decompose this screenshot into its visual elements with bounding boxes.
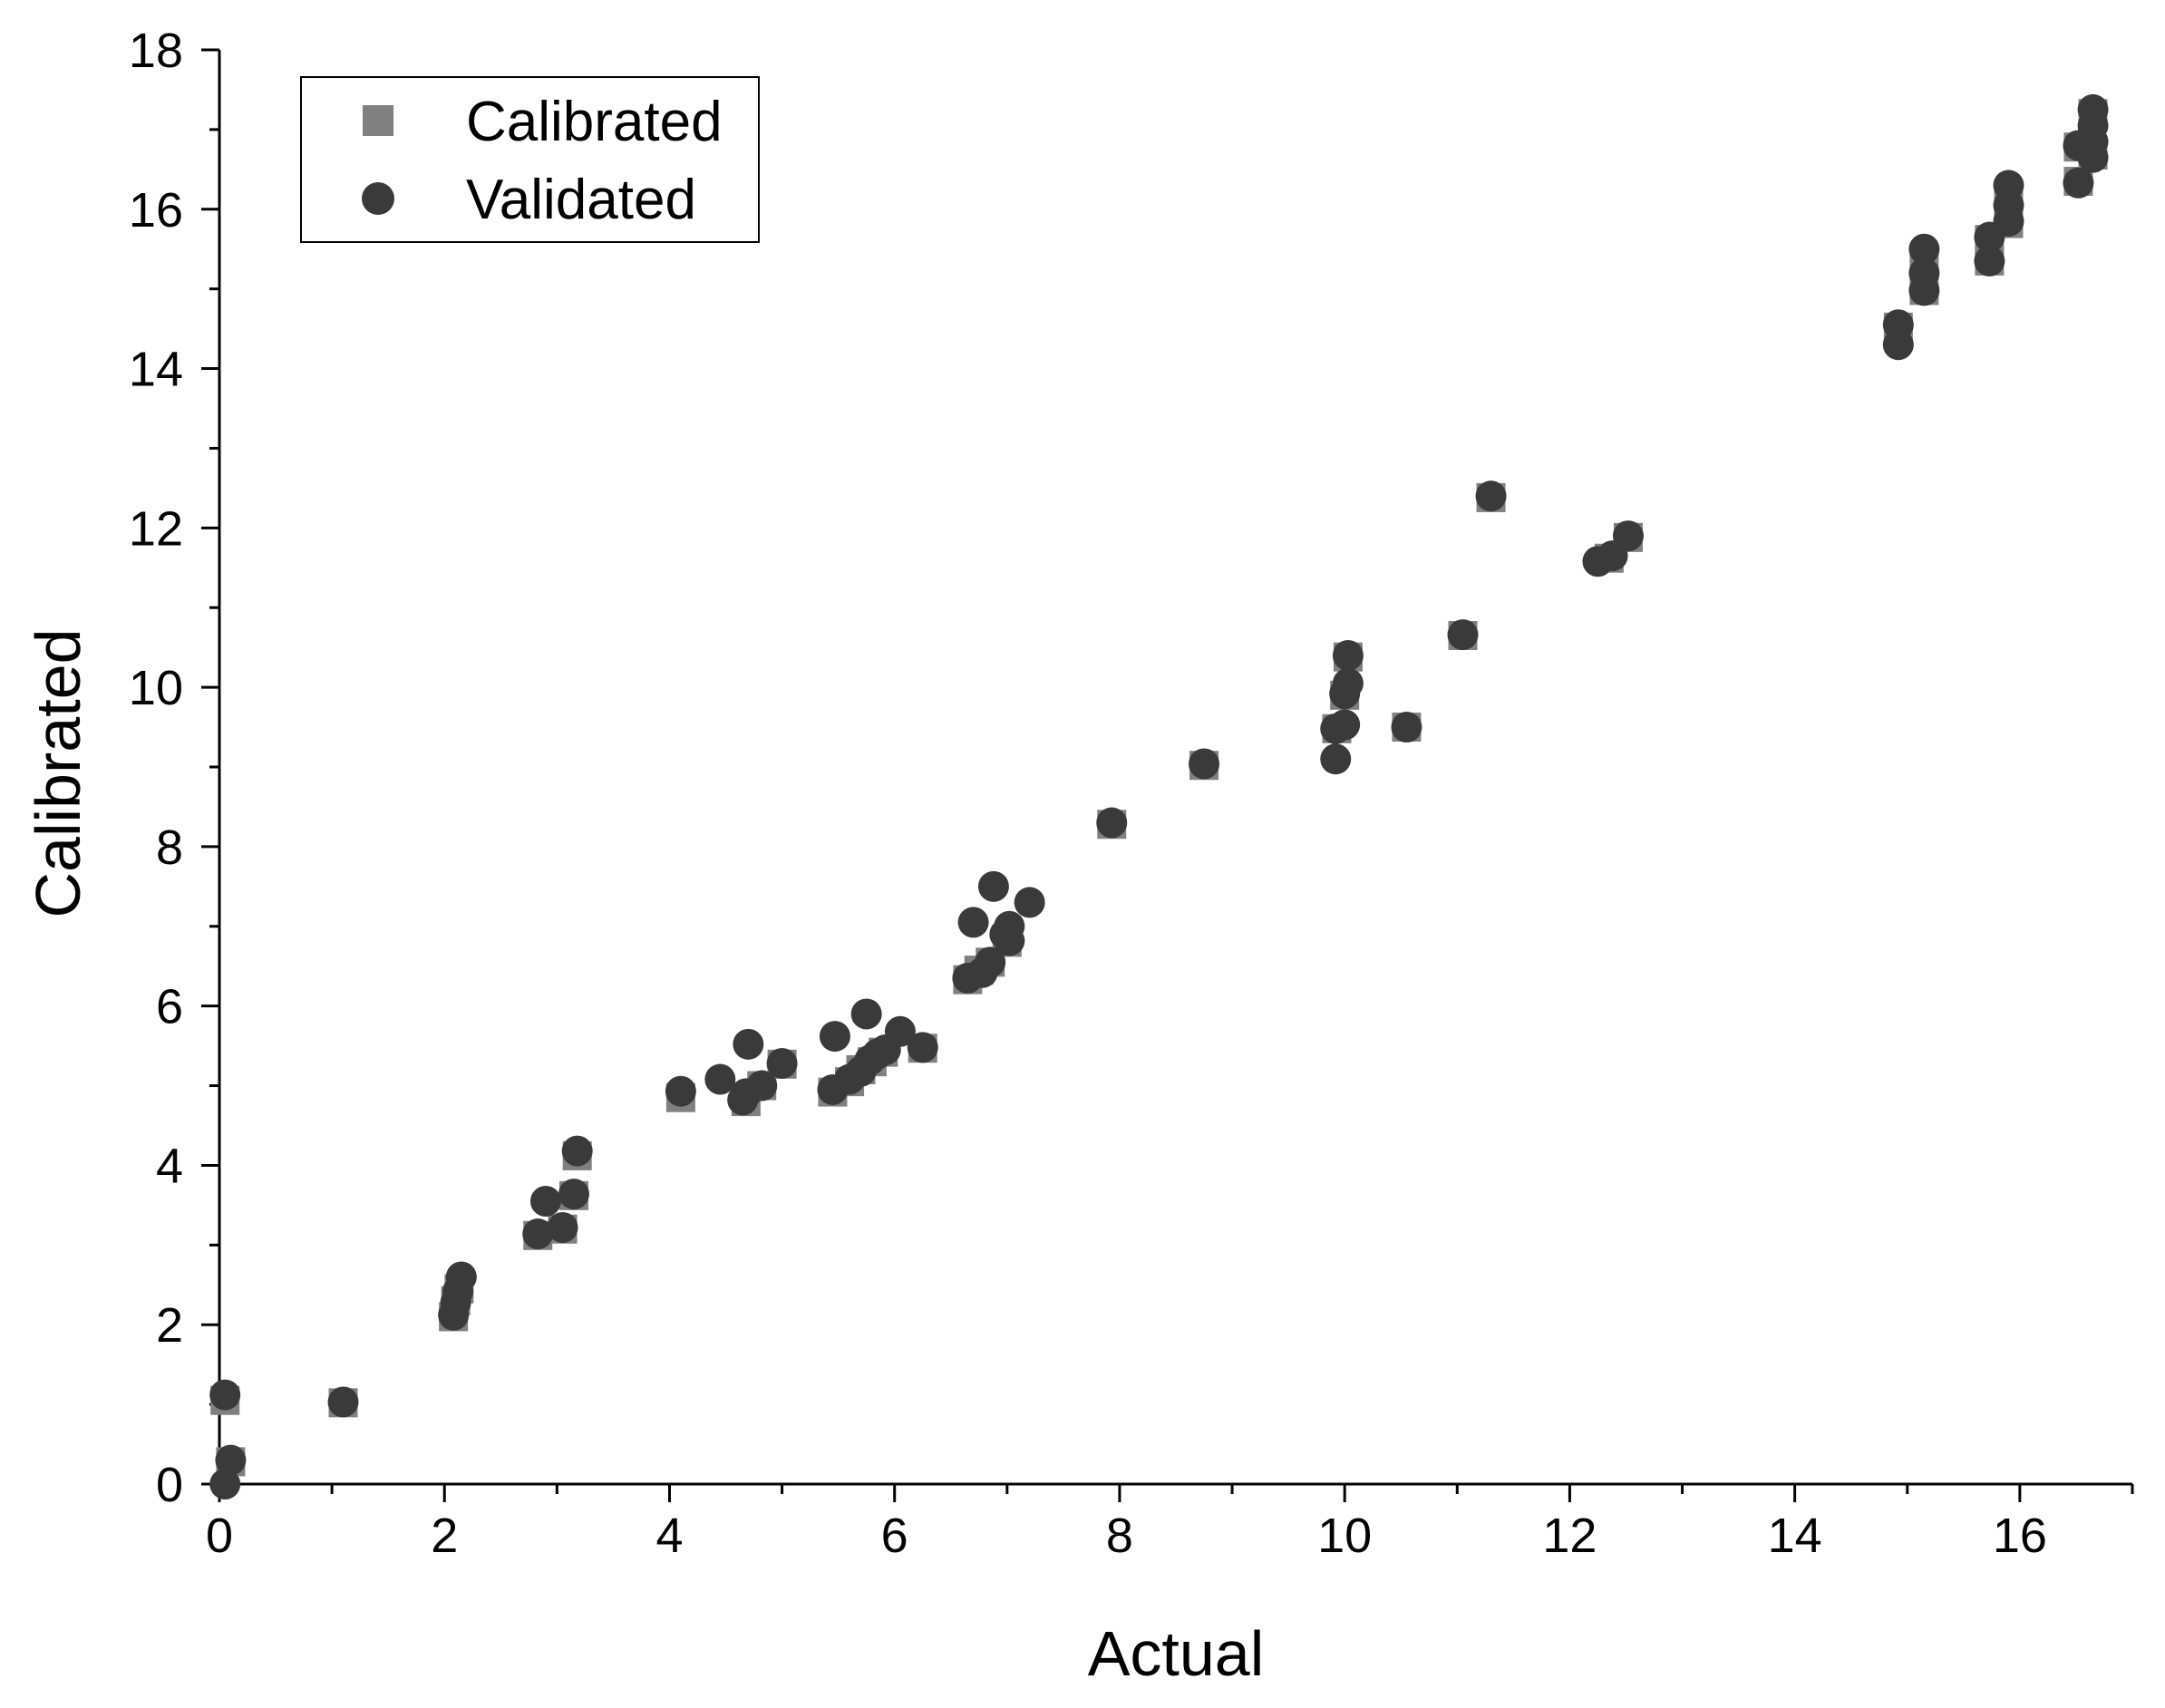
data-point-validated <box>1391 712 1422 743</box>
data-point-validated <box>819 1021 850 1053</box>
data-point-validated <box>704 1063 736 1095</box>
data-point-validated <box>733 1028 764 1060</box>
data-point-validated <box>766 1047 798 1079</box>
x-tick-label: 8 <box>1106 1509 1133 1563</box>
data-points <box>209 93 2109 1499</box>
data-point-validated <box>1332 667 1364 699</box>
data-point-validated <box>529 1185 561 1217</box>
data-point-validated <box>522 1218 554 1250</box>
data-point-validated <box>1612 520 1644 552</box>
data-point-validated <box>547 1211 578 1243</box>
data-point-validated <box>1096 807 1128 839</box>
data-point-validated <box>1447 619 1479 651</box>
data-point-validated <box>1189 748 1220 780</box>
data-point-validated <box>850 998 882 1030</box>
data-point-validated <box>1993 170 2024 201</box>
data-point-validated <box>215 1444 247 1476</box>
y-tick-label: 6 <box>156 980 183 1034</box>
data-point-validated <box>2077 93 2109 125</box>
legend-label-calibrated: Calibrated <box>466 91 723 153</box>
y-tick-label: 16 <box>129 183 183 238</box>
x-tick-label: 14 <box>1768 1509 1822 1563</box>
data-point-validated <box>665 1075 696 1107</box>
data-point-validated <box>561 1135 593 1167</box>
x-tick-label: 6 <box>881 1509 908 1563</box>
data-point-validated <box>994 925 1025 956</box>
series-validated <box>209 93 2109 1499</box>
data-point-validated <box>209 1379 241 1411</box>
data-point-validated <box>1974 245 2005 277</box>
data-point-validated <box>884 1015 916 1047</box>
y-tick-label: 10 <box>129 661 183 715</box>
data-point-validated <box>1908 233 1940 265</box>
data-point-validated <box>327 1386 359 1418</box>
axes: 0 2 4 6 8 10 12 14 16 0 2 4 6 8 10 12 14 16 18 <box>129 24 2134 1563</box>
x-tick-label: 4 <box>655 1509 683 1563</box>
y-tick-label: 2 <box>156 1298 183 1353</box>
data-point-validated <box>558 1179 589 1210</box>
data-point-validated <box>907 1032 938 1063</box>
y-tick-label: 4 <box>156 1139 183 1193</box>
data-point-validated <box>209 1469 241 1499</box>
data-point-validated <box>975 946 1006 978</box>
x-tick-label: 12 <box>1542 1509 1597 1563</box>
y-axis-title: Calibrated <box>23 628 93 917</box>
x-tick-label: 0 <box>206 1509 233 1563</box>
x-tick-label: 16 <box>1993 1509 2047 1563</box>
legend-label-validated: Validated <box>466 169 696 231</box>
y-tick-label: 14 <box>129 343 183 397</box>
data-point-validated <box>2063 167 2094 199</box>
x-tick-label: 10 <box>1317 1509 1372 1563</box>
data-point-validated <box>957 907 989 938</box>
y-tick-label: 18 <box>129 24 183 78</box>
data-point-validated <box>1908 257 1940 289</box>
legend-marker-validated <box>362 182 394 215</box>
legend: Calibrated Validated <box>300 76 760 243</box>
x-axis-title: Actual <box>1088 1618 1265 1689</box>
data-point-validated <box>445 1261 477 1293</box>
y-tick-label: 0 <box>156 1458 183 1512</box>
data-point-validated <box>1332 639 1364 671</box>
legend-marker-calibrated <box>363 105 393 136</box>
series-calibrated <box>210 99 2108 1477</box>
data-point-validated <box>1014 887 1045 918</box>
data-point-validated <box>1329 709 1361 741</box>
data-point-validated <box>1882 309 1914 341</box>
data-point-validated <box>1475 480 1507 512</box>
y-tick-label: 12 <box>129 501 183 556</box>
data-point-validated <box>746 1070 778 1101</box>
data-point-validated <box>1320 743 1352 775</box>
y-tick-label: 8 <box>156 820 183 875</box>
x-tick-label: 2 <box>431 1509 458 1563</box>
data-point-validated <box>977 870 1009 902</box>
